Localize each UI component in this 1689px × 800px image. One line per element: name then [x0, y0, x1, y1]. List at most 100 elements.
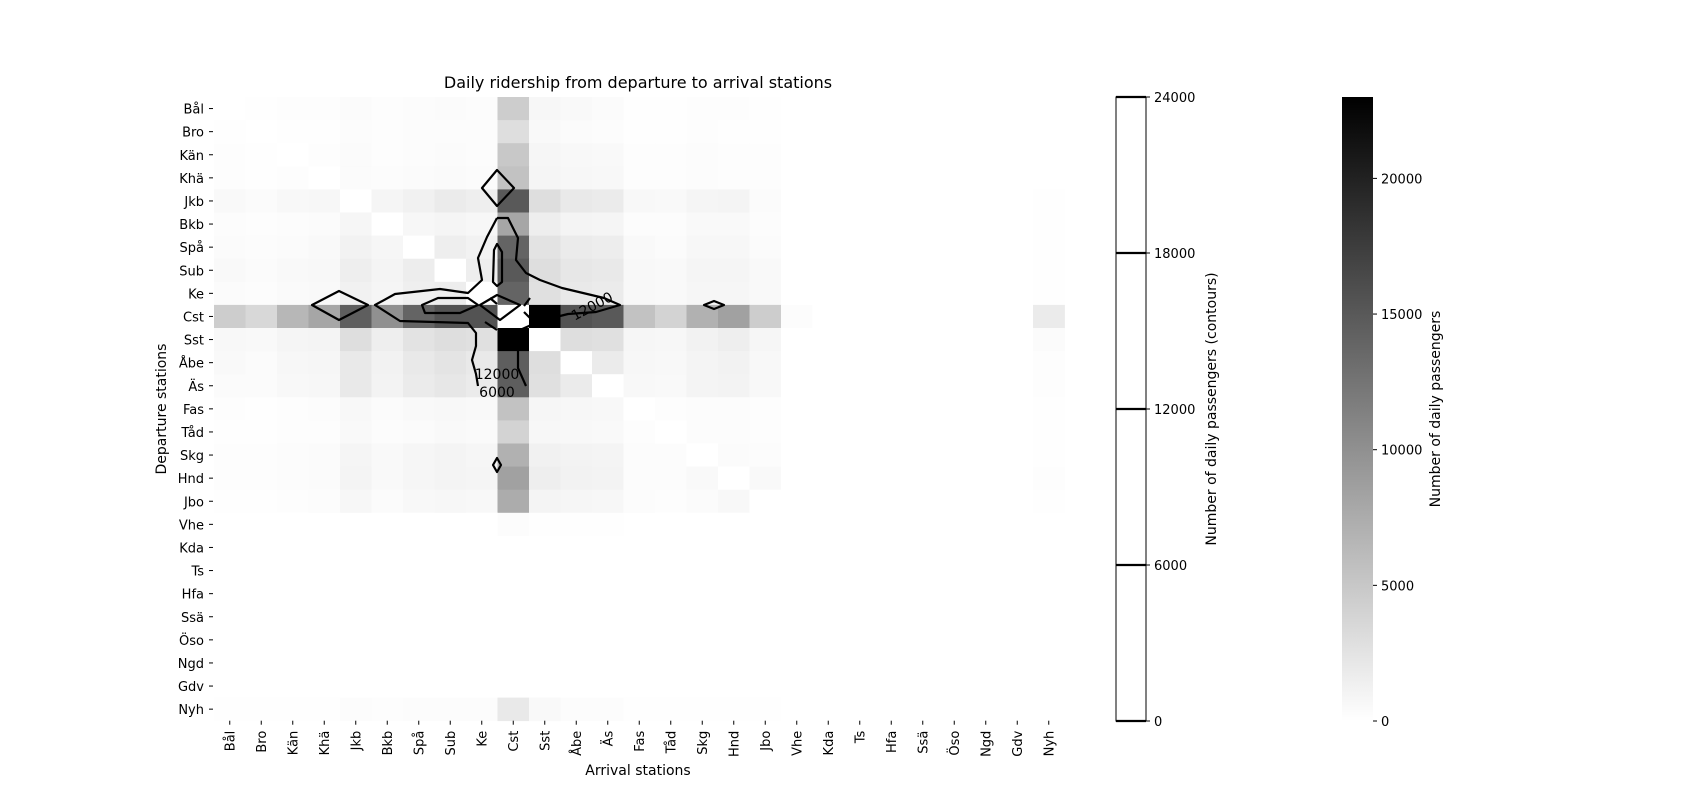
heatmap-cell [1001, 304, 1034, 329]
heatmap-cell [844, 374, 876, 398]
heatmap-cell [1033, 605, 1065, 629]
heatmap-cell [749, 512, 782, 537]
heatmap-cell [308, 351, 341, 375]
heatmap-cell [875, 674, 908, 698]
heatmap-cell [277, 443, 309, 467]
heatmap-cell [371, 281, 404, 306]
heatmap-cell [812, 674, 845, 698]
heatmap-cell [560, 559, 593, 583]
heatmap-cell [749, 304, 782, 329]
heatmap-cell [686, 397, 719, 421]
heatmap-cell [434, 420, 467, 444]
contour-line [310, 289, 370, 322]
heatmap-cell [718, 466, 750, 491]
heatmap-cell [1033, 374, 1065, 398]
heatmap-cell [1001, 97, 1034, 121]
heatmap-cell [938, 97, 971, 121]
heatmap-cell [592, 120, 624, 144]
heatmap-cell [938, 605, 971, 629]
heatmap-cell [403, 351, 435, 375]
heatmap-cell [560, 189, 593, 213]
heatmap-cell [718, 97, 750, 121]
heatmap-cell [655, 351, 687, 375]
heatmap-cell [434, 189, 467, 213]
heatmap-cell [718, 420, 750, 444]
heatmap-cell [970, 512, 1002, 537]
heatmap-cell [718, 235, 750, 260]
heatmap-cell [1033, 512, 1065, 537]
heatmap-cell [970, 674, 1002, 698]
heatmap-cell [214, 397, 246, 421]
heatmap-cell [277, 212, 309, 236]
heatmap-cell [466, 651, 498, 675]
heatmap-cell [812, 697, 845, 722]
heatmap-cell [403, 120, 435, 144]
heatmap-cell [1001, 143, 1034, 167]
heatmap-cell [403, 166, 435, 190]
heatmap-cell [875, 397, 908, 421]
heatmap-cell [560, 374, 593, 398]
heatmap-cell [655, 535, 687, 560]
heatmap-cell [214, 258, 246, 283]
heatmap-cell [938, 397, 971, 421]
heatmap-cell [749, 443, 782, 467]
heatmap-cell [623, 97, 656, 121]
colorbar-tick-label: 10000 [1381, 444, 1422, 459]
heatmap-cell [340, 351, 372, 375]
y-tick-label: Fas [183, 403, 204, 418]
heatmap-cell [592, 535, 624, 560]
heatmap-cell [371, 374, 404, 398]
heatmap-cell [277, 628, 309, 652]
heatmap-cell [403, 651, 435, 675]
heatmap-cell [1033, 235, 1065, 260]
heatmap-cell [812, 374, 845, 398]
heatmap-cell [529, 120, 561, 144]
heatmap-cell [781, 281, 813, 306]
y-tick-label: Skg [180, 449, 204, 464]
heatmap-cell [497, 189, 530, 213]
heatmap-cell [875, 582, 908, 606]
colorbar-label: Number of daily passengers [1428, 311, 1444, 508]
heatmap-cell [938, 120, 971, 144]
heatmap-cell [655, 328, 687, 352]
heatmap-cell [245, 697, 278, 722]
heatmap-cell [875, 651, 908, 675]
heatmap-cell [592, 651, 624, 675]
heatmap-cell [340, 628, 372, 652]
heatmap-cell [844, 466, 876, 491]
heatmap-cell [844, 189, 876, 213]
heatmap-cell [214, 212, 246, 236]
heatmap-cell [686, 212, 719, 236]
heatmap-cell [844, 397, 876, 421]
heatmap-cell [875, 535, 908, 560]
chart-title: Daily ridership from departure to arriva… [444, 73, 832, 92]
heatmap-cell [970, 397, 1002, 421]
heatmap-cell [497, 489, 530, 514]
heatmap-cell [655, 212, 687, 236]
heatmap-cell [340, 143, 372, 167]
heatmap-cell [529, 628, 561, 652]
heatmap-cell [1033, 397, 1065, 421]
heatmap-cell [340, 212, 372, 236]
heatmap-cell [1033, 304, 1065, 329]
heatmap-cell [781, 351, 813, 375]
heatmap-cell [812, 281, 845, 306]
heatmap-cell [308, 489, 341, 514]
x-tick-label: Hnd [728, 731, 743, 757]
heatmap-cell [403, 420, 435, 444]
heatmap-cell [812, 258, 845, 283]
heatmap-cell [434, 443, 467, 467]
heatmap-cell [749, 535, 782, 560]
heatmap-cell [529, 374, 561, 398]
heatmap-cell [812, 605, 845, 629]
heatmap-cell [970, 420, 1002, 444]
heatmap-cell [371, 120, 404, 144]
heatmap-cell [907, 374, 939, 398]
heatmap-cell [592, 235, 624, 260]
heatmap-cell [812, 582, 845, 606]
heatmap-cell [1033, 351, 1065, 375]
heatmap-cell [875, 374, 908, 398]
heatmap-cell [623, 466, 656, 491]
heatmap-cell [875, 235, 908, 260]
heatmap-cell [655, 443, 687, 467]
